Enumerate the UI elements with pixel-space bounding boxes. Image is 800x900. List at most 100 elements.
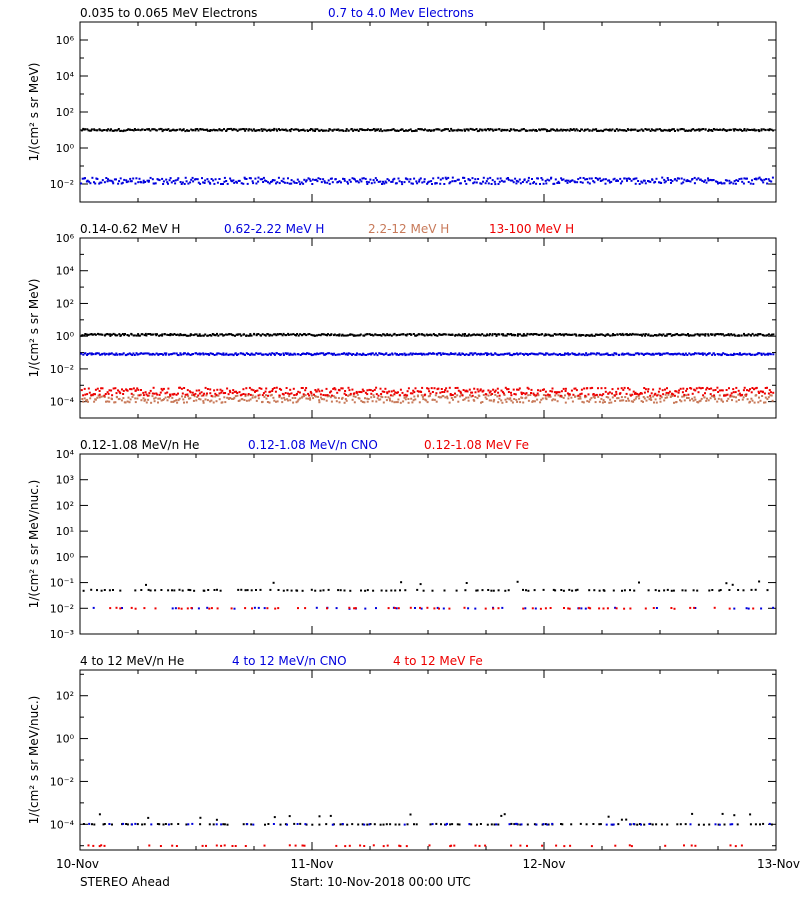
data-point: [488, 129, 491, 132]
data-point: [323, 129, 326, 132]
data-point: [99, 129, 102, 132]
data-point: [632, 390, 635, 393]
data-point: [154, 607, 157, 610]
data-point: [729, 844, 732, 847]
data-point: [269, 129, 272, 132]
data-point: [271, 128, 274, 131]
legend-label: 0.035 to 0.065 MeV Electrons: [80, 6, 257, 20]
data-point: [144, 128, 147, 131]
data-point: [541, 333, 544, 336]
data-point: [451, 352, 454, 355]
data-point: [499, 177, 502, 180]
data-point: [301, 395, 304, 398]
data-point: [382, 823, 385, 826]
data-point: [231, 845, 234, 847]
data-point: [314, 353, 317, 356]
data-point: [436, 353, 439, 356]
data-point: [747, 333, 750, 336]
data-point: [384, 129, 387, 132]
data-point: [564, 390, 567, 392]
data-point: [322, 178, 325, 181]
data-point: [549, 607, 552, 609]
data-point: [588, 400, 591, 403]
data-point: [681, 128, 684, 131]
data-point: [598, 589, 601, 592]
data-point: [344, 129, 347, 132]
data-point: [468, 353, 471, 356]
data-point: [501, 401, 504, 404]
data-point: [189, 354, 192, 356]
data-point: [221, 389, 224, 392]
data-point: [351, 177, 354, 180]
data-point: [265, 397, 268, 400]
data-point: [458, 352, 461, 355]
data-point: [206, 399, 209, 402]
data-point: [369, 129, 372, 132]
data-point: [755, 386, 758, 389]
data-point: [649, 353, 652, 356]
data-point: [486, 354, 489, 356]
data-point: [118, 397, 121, 400]
data-point: [526, 823, 529, 826]
data-point: [168, 179, 171, 182]
data-point: [574, 353, 577, 356]
data-point: [330, 390, 333, 393]
data-point: [160, 387, 163, 390]
data-point: [405, 177, 408, 180]
data-point: [307, 177, 310, 180]
data-point: [768, 128, 771, 131]
data-point: [157, 397, 160, 400]
data-point: [161, 399, 164, 401]
data-point: [101, 129, 104, 132]
data-point: [181, 181, 184, 184]
data-point: [246, 182, 249, 185]
y-tick-label: 10²: [56, 499, 74, 512]
data-point: [540, 398, 543, 401]
data-point: [348, 389, 351, 392]
data-point: [712, 352, 715, 355]
data-point: [731, 583, 734, 586]
data-point: [119, 177, 122, 180]
data-point: [100, 844, 103, 847]
data-point: [711, 179, 714, 182]
data-point: [633, 128, 636, 131]
data-point: [520, 391, 523, 394]
data-point: [309, 398, 312, 401]
data-point: [590, 352, 593, 355]
data-point: [604, 178, 607, 181]
data-point: [271, 179, 274, 181]
data-point: [361, 823, 364, 826]
data-point: [191, 176, 194, 179]
data-point: [116, 129, 119, 132]
data-point: [450, 844, 453, 847]
data-point: [517, 180, 520, 183]
data-point: [393, 401, 396, 404]
data-point: [338, 333, 341, 336]
data-point: [390, 334, 393, 337]
data-point: [271, 390, 274, 392]
data-point: [469, 334, 472, 337]
data-point: [745, 395, 747, 397]
data-point: [704, 128, 707, 131]
data-point: [533, 589, 536, 592]
data-point: [103, 395, 106, 398]
data-point: [214, 395, 217, 398]
data-point: [405, 334, 408, 337]
data-point: [202, 334, 205, 337]
data-point: [601, 179, 604, 182]
data-point: [708, 823, 711, 826]
data-point: [345, 394, 348, 396]
data-point: [411, 182, 414, 185]
data-point: [568, 129, 571, 132]
data-point: [156, 823, 159, 825]
data-point: [160, 128, 163, 131]
data-point: [232, 354, 235, 357]
data-point: [723, 353, 726, 356]
data-point: [516, 129, 518, 132]
data-point: [525, 396, 528, 399]
data-point: [616, 397, 619, 400]
data-point: [456, 386, 459, 389]
data-point: [240, 128, 243, 131]
data-point: [303, 129, 306, 132]
data-point: [354, 334, 357, 337]
